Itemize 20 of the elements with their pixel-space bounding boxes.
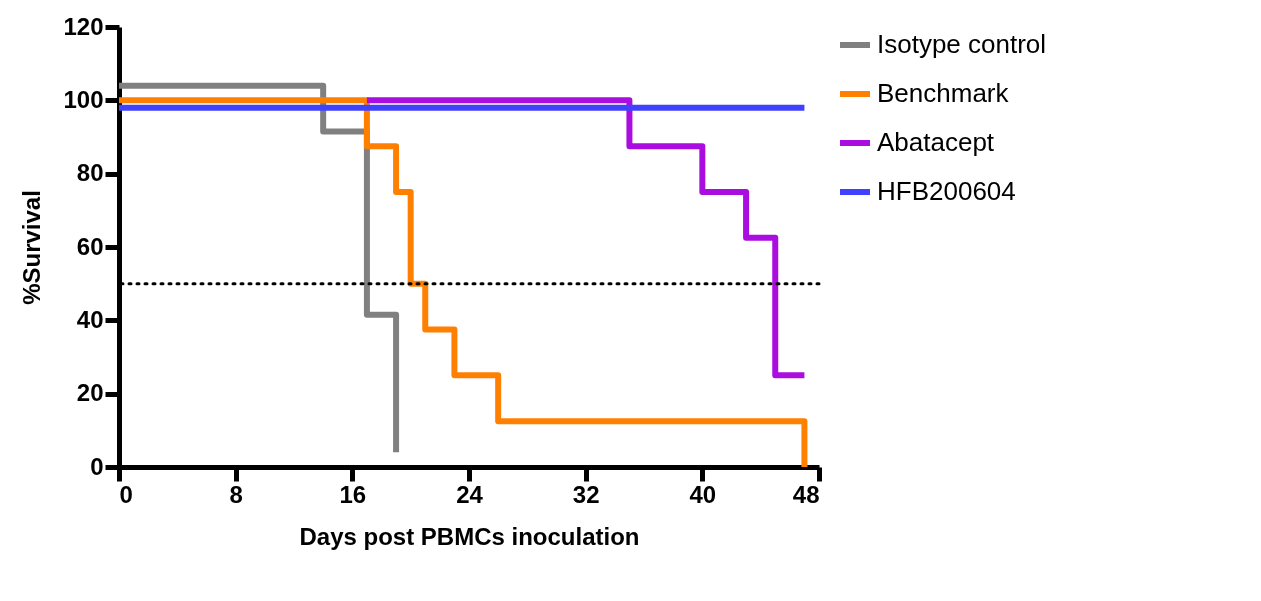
- y-tick-label: 40: [76, 305, 104, 333]
- x-axis-title: Days post PBMCs inoculation: [299, 522, 640, 550]
- y-axis-title: %Survival: [18, 190, 46, 305]
- legend-label: Isotype control: [877, 29, 1047, 59]
- x-tick-label: 24: [456, 480, 484, 508]
- x-tick-label: 48: [792, 480, 820, 508]
- legend-label: Benchmark: [877, 78, 1010, 108]
- x-tick-label: 8: [229, 480, 243, 508]
- legend-label: HFB200604: [877, 176, 1016, 206]
- x-tick-label: 0: [119, 480, 133, 508]
- y-tick-label: 60: [76, 232, 104, 260]
- legend-label: Abatacept: [877, 127, 995, 157]
- x-tick-label: 32: [572, 480, 600, 508]
- x-tick-label: 40: [689, 480, 717, 508]
- y-tick-label: 120: [63, 12, 104, 40]
- y-tick-label: 80: [76, 159, 104, 187]
- y-tick-label: 100: [63, 85, 104, 113]
- x-tick-label: 16: [339, 480, 367, 508]
- y-tick-label: 0: [90, 452, 104, 480]
- y-tick-label: 20: [76, 379, 104, 407]
